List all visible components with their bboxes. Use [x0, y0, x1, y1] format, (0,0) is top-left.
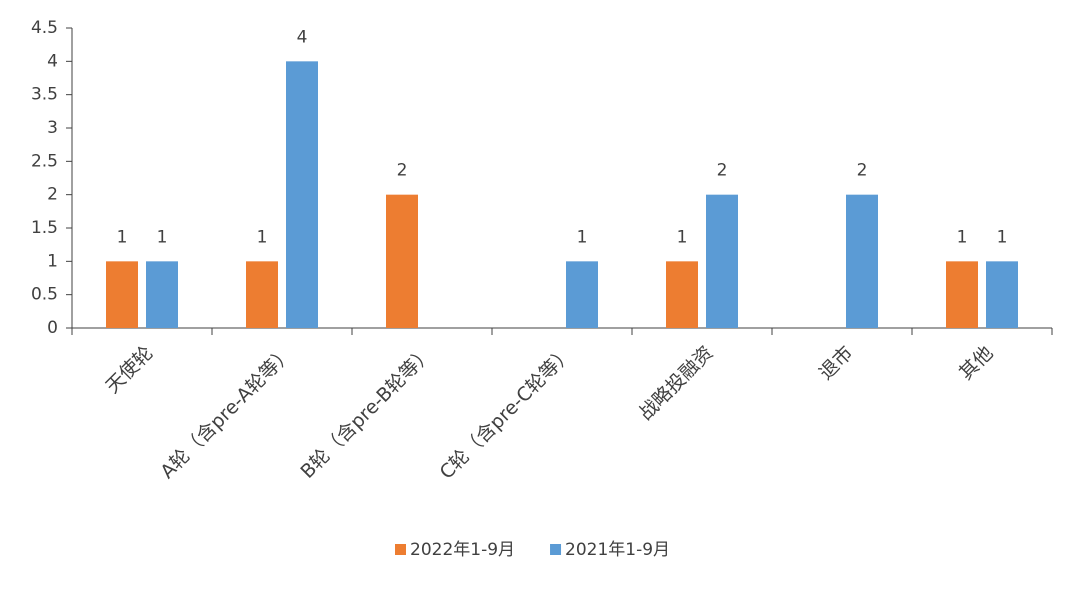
data-label: 2	[717, 161, 728, 181]
bar	[106, 261, 138, 328]
bar	[706, 194, 738, 328]
y-tick-label: 3	[47, 118, 58, 138]
bar	[986, 261, 1018, 328]
y-tick-label: 2.5	[31, 151, 58, 171]
data-label: 1	[577, 227, 588, 247]
data-label: 1	[957, 227, 968, 247]
x-tick-label: C轮（含pre-C轮等）	[436, 342, 578, 484]
y-tick-label: 1	[47, 251, 58, 271]
data-label: 1	[677, 227, 688, 247]
y-tick-label: 4.5	[31, 18, 58, 38]
bar	[566, 261, 598, 328]
data-label: 1	[157, 227, 168, 247]
y-tick-label: 1.5	[31, 218, 58, 238]
x-tick-label: 战略投融资	[635, 342, 718, 425]
x-tick-label: 天使轮	[102, 342, 158, 398]
bar	[246, 261, 278, 328]
bar	[286, 61, 318, 328]
x-tick-label: 其他	[955, 342, 997, 384]
data-label: 1	[117, 227, 128, 247]
y-tick-label: 3.5	[31, 85, 58, 105]
data-label: 1	[997, 227, 1008, 247]
bar	[946, 261, 978, 328]
data-label: 2	[857, 161, 868, 181]
data-label: 2	[397, 161, 408, 181]
y-tick-label: 0	[47, 318, 58, 338]
x-tick-label: A轮（含pre-A轮等）	[156, 342, 297, 483]
data-label: 4	[297, 27, 308, 47]
legend-label: 2021年1-9月	[565, 540, 670, 560]
x-tick-label: 退市	[815, 342, 857, 384]
bar	[386, 194, 418, 328]
legend-label: 2022年1-9月	[410, 540, 515, 560]
bar	[666, 261, 698, 328]
y-tick-label: 0.5	[31, 285, 58, 305]
y-tick-label: 4	[47, 51, 58, 71]
x-tick-label: B轮（含pre-B轮等）	[296, 342, 437, 483]
legend-swatch	[550, 544, 562, 555]
bar	[846, 194, 878, 328]
data-label: 1	[257, 227, 268, 247]
y-tick-label: 2	[47, 185, 58, 205]
legend-swatch	[395, 544, 406, 555]
bar	[146, 261, 178, 328]
